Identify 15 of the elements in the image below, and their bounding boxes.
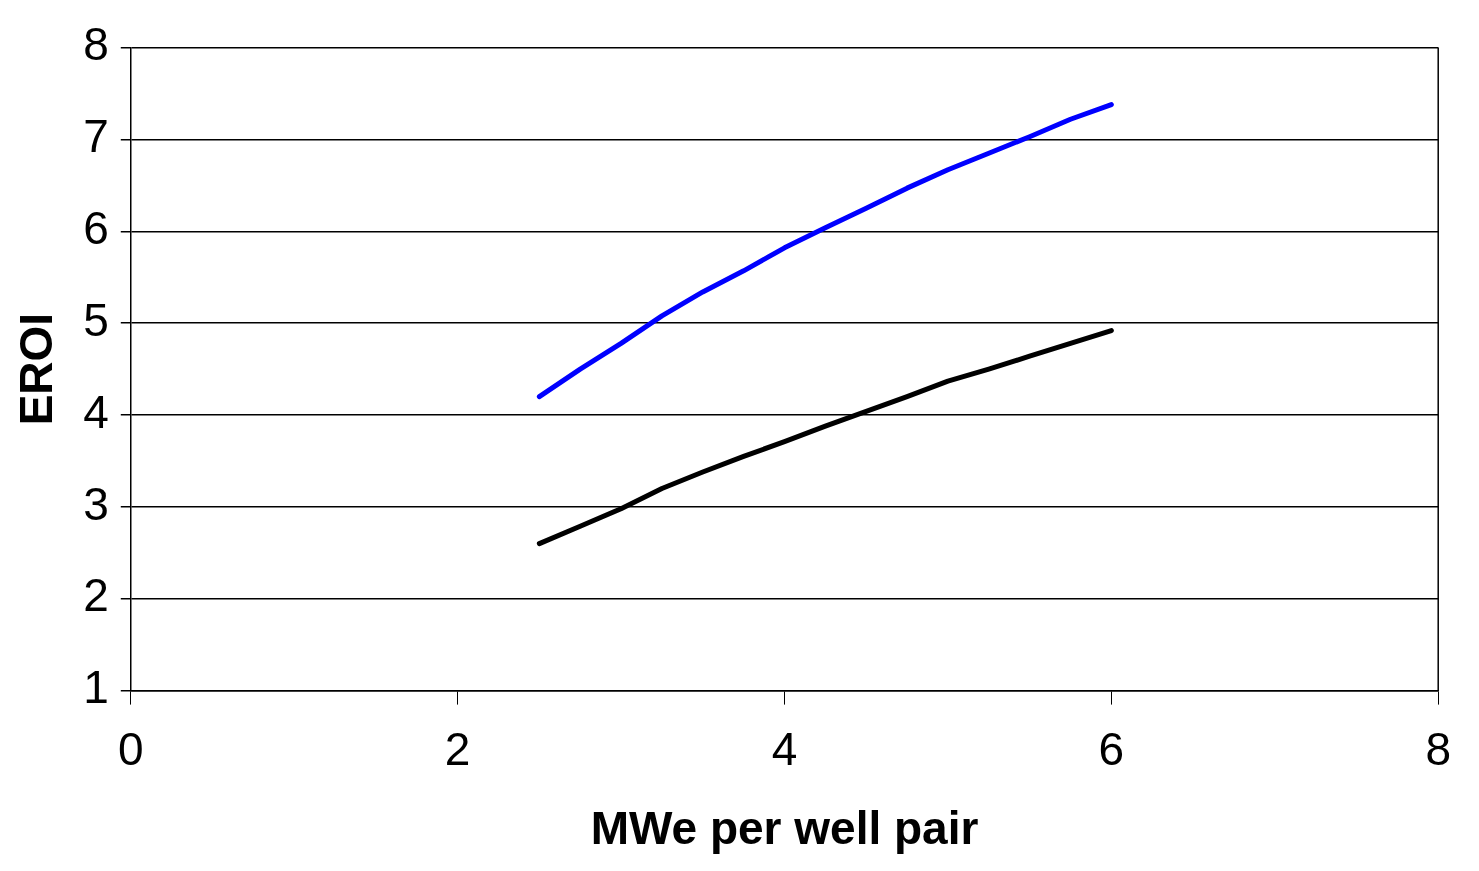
y-tick-label: 6: [83, 202, 109, 254]
y-tick-label: 4: [83, 385, 109, 438]
x-tick-label: 8: [1425, 722, 1452, 775]
y-tick-label: 5: [83, 293, 109, 346]
y-tick-label: 1: [83, 661, 109, 714]
y-axis-title: EROI: [10, 312, 63, 426]
x-tick-label: 2: [444, 722, 471, 775]
y-tick-label: 3: [83, 477, 109, 530]
x-tick-label: 4: [771, 722, 798, 775]
x-axis-title: MWe per well pair: [590, 802, 979, 855]
y-tick-label: 2: [83, 569, 109, 622]
y-tick-label: 8: [83, 18, 109, 71]
x-tick-label: 0: [117, 722, 144, 775]
x-tick-label: 6: [1098, 722, 1125, 775]
y-tick-label: 7: [83, 110, 109, 163]
